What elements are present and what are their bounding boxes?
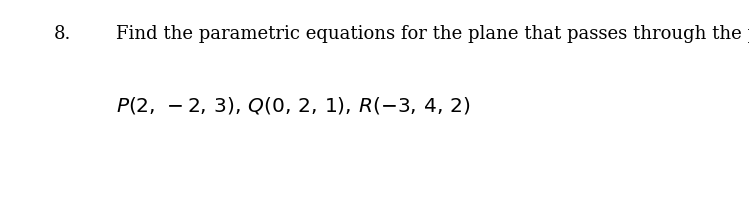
Text: $P(2,\,-2,\,3),\,Q(0,\,2,\,1),\,R(-3,\,4,\,2)$: $P(2,\,-2,\,3),\,Q(0,\,2,\,1),\,R(-3,\,4… [116,95,471,116]
Text: Find the parametric equations for the plane that passes through the points:: Find the parametric equations for the pl… [116,25,749,43]
Text: 8.: 8. [54,25,71,43]
